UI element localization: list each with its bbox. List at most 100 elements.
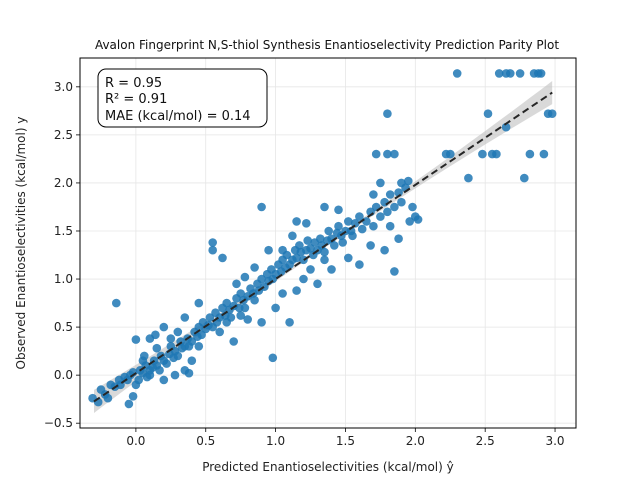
data-point bbox=[159, 375, 169, 385]
data-point bbox=[170, 370, 180, 380]
data-point bbox=[313, 279, 322, 289]
data-point bbox=[390, 202, 399, 212]
data-point bbox=[257, 318, 266, 327]
data-point bbox=[215, 327, 224, 337]
data-point bbox=[173, 351, 183, 361]
data-point bbox=[240, 303, 250, 313]
data-point bbox=[320, 202, 329, 212]
data-points bbox=[88, 69, 557, 409]
data-point bbox=[320, 255, 329, 265]
data-point bbox=[355, 260, 364, 269]
data-point bbox=[103, 393, 113, 403]
data-point bbox=[404, 176, 413, 186]
stats-box-frame bbox=[97, 68, 268, 128]
data-point bbox=[264, 245, 273, 255]
data-point bbox=[385, 190, 395, 199]
data-point bbox=[385, 221, 395, 231]
data-point bbox=[278, 289, 287, 298]
data-point bbox=[376, 178, 385, 188]
data-point bbox=[383, 207, 392, 217]
data-point bbox=[187, 356, 197, 366]
data-point bbox=[268, 353, 278, 363]
x-axis: 0.0 0.5 1.0 1.5 2.0 2.5 3.0 bbox=[126, 428, 565, 448]
data-point bbox=[515, 69, 525, 78]
data-point bbox=[355, 212, 364, 221]
data-point bbox=[299, 274, 308, 284]
data-point bbox=[173, 327, 183, 337]
data-point bbox=[344, 217, 353, 226]
data-point bbox=[357, 224, 367, 234]
data-point bbox=[155, 366, 164, 375]
stat-r: R = 0.95 bbox=[105, 76, 162, 91]
y-tick-label: 1.5 bbox=[54, 224, 73, 238]
data-point bbox=[222, 318, 231, 327]
data-point bbox=[278, 245, 287, 255]
data-point bbox=[376, 212, 385, 221]
data-point bbox=[344, 253, 353, 263]
x-axis-label: Predicted Enantioselectivities (kcal/mol… bbox=[202, 460, 454, 474]
data-point bbox=[243, 315, 252, 324]
regression-line bbox=[93, 91, 553, 403]
data-point bbox=[124, 399, 134, 409]
data-point bbox=[506, 69, 515, 78]
x-tick-label: 0.5 bbox=[196, 434, 215, 448]
data-point bbox=[494, 69, 504, 78]
data-point bbox=[162, 359, 171, 368]
data-point bbox=[306, 265, 315, 274]
y-tick-label: 2.5 bbox=[54, 128, 73, 142]
data-point bbox=[159, 322, 169, 332]
data-point bbox=[236, 311, 245, 320]
chart-title: Avalon Fingerprint N,S-thiol Synthesis E… bbox=[95, 38, 559, 52]
data-point bbox=[134, 375, 143, 385]
data-point bbox=[128, 392, 138, 401]
data-point bbox=[334, 205, 343, 215]
data-point bbox=[380, 197, 389, 207]
data-point bbox=[383, 109, 392, 118]
data-point bbox=[452, 69, 462, 78]
data-point bbox=[380, 245, 389, 255]
y-tick-label: −0.5 bbox=[44, 416, 73, 430]
data-point bbox=[194, 342, 204, 351]
data-point bbox=[547, 109, 557, 118]
y-tick-label: 3.0 bbox=[54, 80, 73, 94]
data-point bbox=[390, 267, 399, 276]
data-point bbox=[330, 241, 339, 250]
data-point bbox=[369, 190, 378, 199]
data-point bbox=[138, 356, 148, 366]
data-point bbox=[292, 286, 301, 295]
data-point bbox=[292, 217, 301, 226]
stat-r2: R² = 0.91 bbox=[105, 92, 167, 107]
y-axis: −0.5 0.0 0.5 1.0 1.5 2.0 2.5 3.0 bbox=[44, 80, 80, 430]
data-point bbox=[397, 197, 406, 207]
stats-box: R = 0.95 R² = 0.91 MAE (kcal/mol) = 0.14 bbox=[97, 68, 268, 128]
x-tick-label: 3.0 bbox=[545, 434, 564, 448]
data-point bbox=[240, 272, 250, 282]
data-point bbox=[483, 109, 493, 118]
data-point bbox=[362, 217, 371, 226]
fit-line-group bbox=[93, 91, 553, 403]
data-point bbox=[232, 279, 241, 289]
data-point bbox=[229, 337, 238, 346]
plot-frame bbox=[79, 57, 577, 429]
data-point bbox=[324, 226, 334, 236]
data-point bbox=[205, 313, 215, 322]
data-point bbox=[492, 149, 501, 159]
data-point bbox=[366, 241, 375, 250]
data-point bbox=[250, 263, 259, 272]
data-point bbox=[520, 173, 529, 183]
y-tick-label: 0.0 bbox=[54, 368, 73, 382]
data-point bbox=[371, 149, 381, 159]
data-point bbox=[413, 215, 423, 224]
data-point bbox=[208, 245, 217, 255]
data-point bbox=[369, 221, 378, 231]
data-point bbox=[405, 217, 415, 226]
data-point bbox=[478, 149, 487, 159]
x-tick-label: 1.0 bbox=[266, 434, 285, 448]
data-point bbox=[187, 337, 197, 346]
data-point bbox=[303, 236, 313, 245]
data-point bbox=[236, 289, 245, 298]
x-tick-label: 1.5 bbox=[336, 434, 355, 448]
data-point bbox=[285, 318, 294, 327]
data-point bbox=[250, 295, 259, 305]
y-tick-label: 2.0 bbox=[54, 176, 73, 190]
